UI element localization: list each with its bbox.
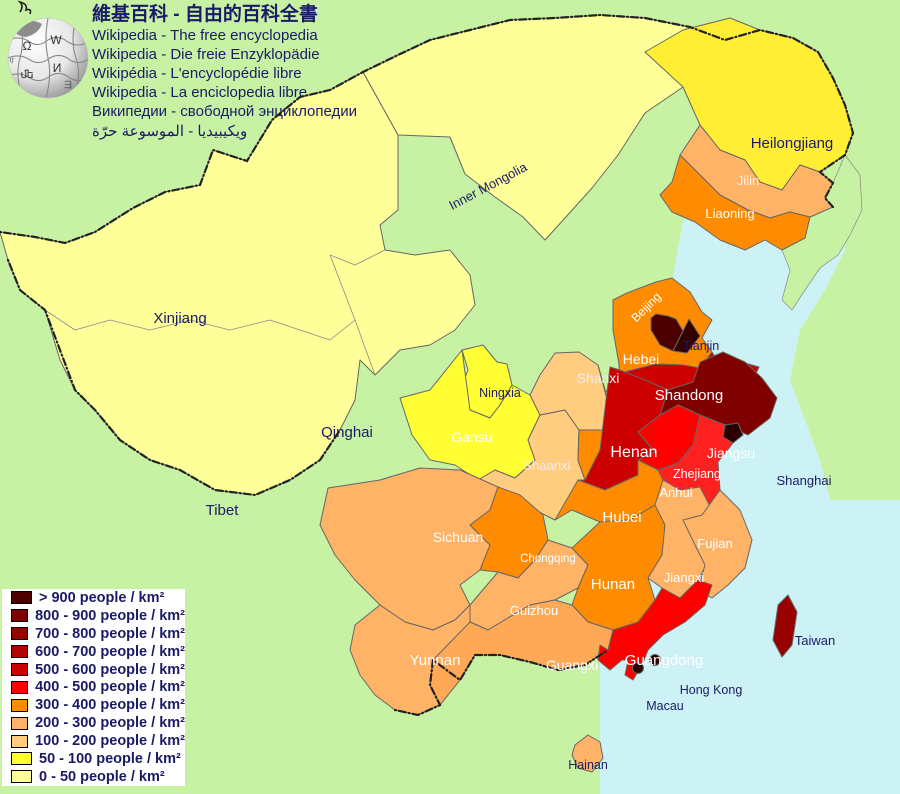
svg-text:Wikipedia - La enciclopedia li: Wikipedia - La enciclopedia libre — [92, 84, 307, 101]
svg-text:Guangxi: Guangxi — [546, 657, 598, 673]
svg-text:Jilin: Jilin — [737, 173, 759, 188]
svg-text:Taiwan: Taiwan — [795, 633, 835, 648]
svg-text:彐: 彐 — [63, 80, 72, 90]
svg-text:Guangdong: Guangdong — [625, 652, 703, 669]
svg-text:Wikipedia - The free encyclope: Wikipedia - The free encyclopedia — [92, 27, 318, 44]
svg-text:Hebei: Hebei — [623, 351, 660, 367]
svg-text:Hainan: Hainan — [568, 758, 608, 772]
svg-text:Henan: Henan — [610, 444, 657, 461]
svg-text:Qinghai: Qinghai — [321, 424, 373, 441]
svg-text:Gansu: Gansu — [451, 429, 492, 445]
svg-text:Wikipédia - L'encyclopédie lib: Wikipédia - L'encyclopédie libre — [92, 65, 302, 82]
svg-text:Shaanxi: Shaanxi — [524, 458, 571, 473]
svg-text:Chongqing: Chongqing — [520, 553, 576, 565]
svg-text:Ningxia: Ningxia — [479, 386, 521, 400]
svg-text:Jiangsu: Jiangsu — [707, 445, 755, 461]
svg-text:ويكيبيديا - الموسوعة حرّة: ويكيبيديا - الموسوعة حرّة — [92, 123, 247, 140]
svg-text:Hubei: Hubei — [602, 509, 641, 526]
svg-text:Hunan: Hunan — [591, 576, 635, 593]
svg-text:Википедии - свободной энциклоп: Википедии - свободной энциклопедии — [92, 103, 357, 120]
svg-text:Fujian: Fujian — [697, 536, 732, 551]
svg-text:Yunnan: Yunnan — [410, 652, 461, 669]
svg-text:ர: ர — [10, 54, 15, 64]
svg-text:Guizhou: Guizhou — [510, 603, 558, 618]
svg-text:Macau: Macau — [646, 699, 684, 713]
svg-text:Xinjiang: Xinjiang — [153, 310, 206, 327]
svg-text:W: W — [50, 33, 62, 47]
svg-text:Anhui: Anhui — [659, 485, 692, 500]
svg-text:ﬔ: ﬔ — [20, 69, 33, 81]
svg-text:И: И — [53, 61, 62, 75]
svg-text:Wikipedia - Die freie Enzyklop: Wikipedia - Die freie Enzyklopädie — [92, 46, 320, 63]
svg-text:Shanxi: Shanxi — [577, 370, 620, 386]
svg-text:Shandong: Shandong — [655, 387, 723, 404]
svg-text:Ω: Ω — [23, 39, 32, 53]
svg-text:Hong Kong: Hong Kong — [680, 683, 743, 697]
svg-text:維基百科 - 自由的百科全書: 維基百科 - 自由的百科全書 — [92, 2, 318, 25]
svg-text:Tibet: Tibet — [206, 502, 240, 519]
svg-text:Tianjin: Tianjin — [683, 339, 719, 353]
svg-text:Jiangxi: Jiangxi — [664, 570, 705, 585]
svg-text:Zhejiang: Zhejiang — [673, 467, 721, 481]
svg-text:Shanghai: Shanghai — [777, 473, 832, 488]
svg-text:Sichuan: Sichuan — [433, 529, 484, 545]
svg-text:Heilongjiang: Heilongjiang — [751, 135, 834, 152]
svg-text:Liaoning: Liaoning — [705, 206, 754, 221]
